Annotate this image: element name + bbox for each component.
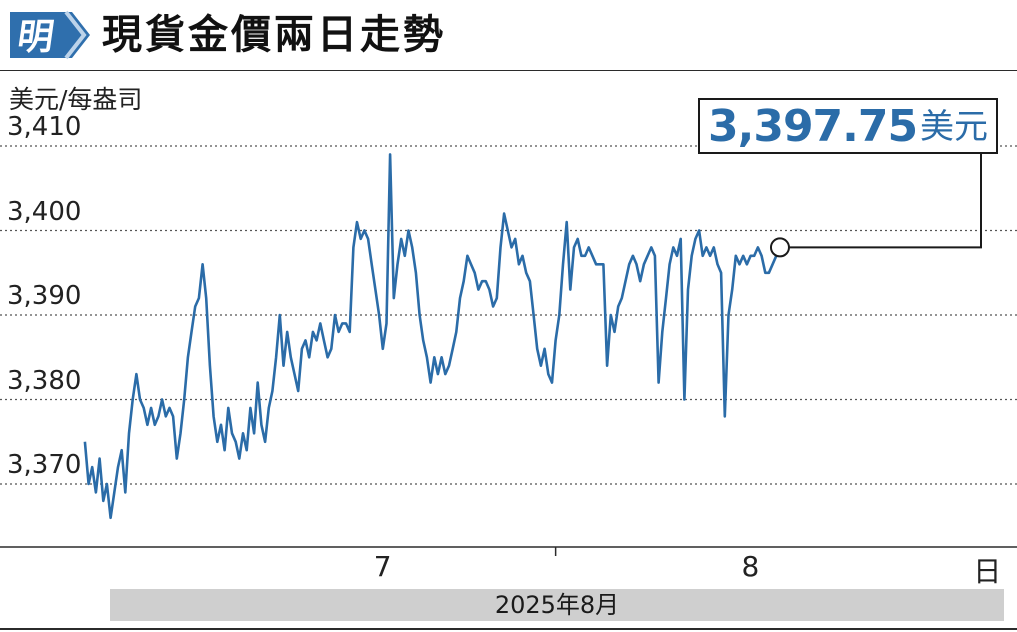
latest-price-unit: 美元	[920, 107, 988, 147]
y-tick-label: 3,410	[7, 112, 82, 142]
latest-price-callout: 3,397.75 美元	[698, 98, 998, 154]
y-tick-label: 3,380	[7, 365, 82, 396]
header: 明 現貨金價兩日走勢	[0, 0, 1017, 70]
y-tick-label: 3,390	[7, 281, 82, 311]
date-band: 2025年8月	[110, 589, 1004, 621]
y-tick-label: 3,370	[7, 450, 82, 480]
chart-title: 現貨金價兩日走勢	[102, 12, 446, 58]
bottom-divider	[0, 628, 1017, 630]
latest-price-value: 3,397.75	[708, 101, 918, 152]
x-axis-month-label: 2025年8月	[494, 591, 620, 619]
header-divider	[0, 70, 1017, 71]
y-tick-label: 3,400	[7, 196, 82, 227]
svg-text:明: 明	[15, 15, 57, 58]
y-axis-unit-label: 美元/每盎司	[9, 85, 143, 114]
price-series-line	[83, 153, 782, 520]
callout-leader-line	[788, 154, 982, 249]
x-tick-label: 8	[741, 550, 760, 583]
latest-price-marker	[769, 237, 790, 258]
x-tick-label: 日	[973, 555, 1002, 588]
ming-pao-logo: 明	[10, 10, 90, 60]
x-tick-label: 7	[373, 550, 392, 583]
